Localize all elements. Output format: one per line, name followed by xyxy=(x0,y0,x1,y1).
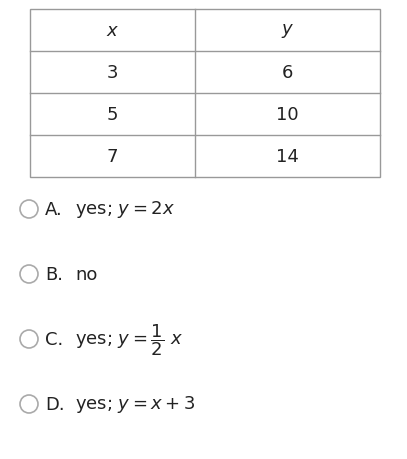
Text: B.: B. xyxy=(45,265,63,283)
Text: A.: A. xyxy=(45,201,63,218)
Text: yes; $y = 2x$: yes; $y = 2x$ xyxy=(75,199,175,220)
Text: C.: C. xyxy=(45,330,63,348)
Text: yes; $y = x + 3$: yes; $y = x + 3$ xyxy=(75,394,195,414)
Text: 7: 7 xyxy=(107,148,118,166)
Text: 6: 6 xyxy=(282,64,293,82)
Bar xyxy=(30,10,380,178)
Text: yes; $y = \dfrac{1}{2}\ x$: yes; $y = \dfrac{1}{2}\ x$ xyxy=(75,321,183,357)
Text: D.: D. xyxy=(45,395,65,413)
Text: 5: 5 xyxy=(107,106,118,124)
Text: $x$: $x$ xyxy=(106,22,119,40)
Text: 14: 14 xyxy=(276,148,299,166)
Text: no: no xyxy=(75,265,97,283)
Text: 10: 10 xyxy=(276,106,299,124)
Text: 3: 3 xyxy=(107,64,118,82)
Text: $y$: $y$ xyxy=(281,22,294,40)
